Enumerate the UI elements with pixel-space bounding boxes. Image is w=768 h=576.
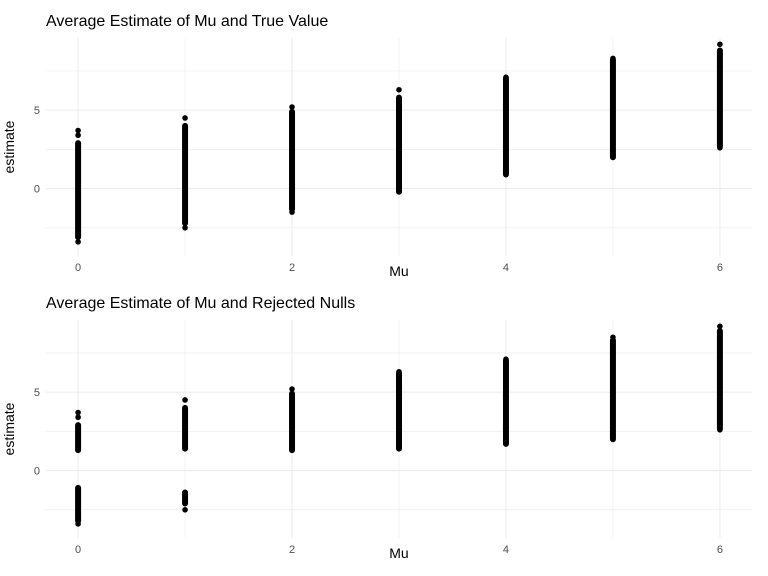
point-cluster — [396, 94, 402, 195]
scatter-chart-top: 0 2 4 6 0 5 Mu estimate — [1, 38, 752, 279]
point-cluster — [289, 390, 296, 454]
point-cluster — [182, 489, 189, 507]
data-point — [717, 426, 723, 433]
chart-title-top: Average Estimate of Mu and True Value — [46, 13, 329, 30]
data-points — [75, 41, 723, 245]
point-cluster — [289, 108, 296, 212]
point-cluster — [609, 337, 616, 443]
x-tick-label: 4 — [503, 544, 509, 556]
point-cluster — [75, 484, 82, 524]
point-cluster — [502, 357, 509, 447]
data-point — [75, 239, 81, 245]
chart-panel-bottom: Average Estimate of Mu and Rejected Null… — [0, 288, 768, 576]
data-point — [75, 521, 81, 527]
data-point — [289, 104, 295, 110]
x-tick-label: 0 — [75, 544, 81, 556]
data-point — [503, 356, 509, 363]
point-cluster — [716, 47, 723, 150]
data-point — [396, 368, 402, 375]
data-point — [717, 144, 723, 151]
point-cluster — [716, 327, 723, 432]
data-point — [396, 86, 402, 93]
x-tick-label: 6 — [717, 544, 723, 556]
data-point — [289, 209, 295, 215]
data-point — [717, 41, 723, 48]
chart-title-bottom: Average Estimate of Mu and Rejected Null… — [46, 295, 356, 312]
data-point — [610, 55, 616, 62]
data-point — [717, 323, 723, 330]
data-point — [503, 74, 509, 81]
data-point — [182, 506, 188, 513]
y-axis-title: estimate — [1, 120, 17, 173]
y-tick-label: 5 — [34, 105, 40, 117]
y-tick-label: 0 — [34, 466, 40, 478]
y-tick-label: 5 — [34, 387, 40, 399]
point-cluster — [182, 122, 189, 227]
data-point — [75, 409, 81, 416]
x-tick-label: 0 — [75, 262, 81, 274]
chart-panel-top: Average Estimate of Mu and True Value 0 2… — [1, 13, 752, 279]
point-cluster — [609, 56, 616, 161]
data-point — [75, 127, 81, 134]
x-tick-label: 4 — [503, 262, 509, 274]
data-point — [182, 224, 188, 231]
data-points — [75, 323, 723, 527]
y-tick-label: 0 — [34, 184, 40, 196]
point-cluster — [502, 75, 509, 178]
data-point — [75, 414, 81, 421]
data-point — [182, 115, 188, 121]
x-axis-title: Mu — [389, 263, 408, 279]
x-tick-label: 2 — [289, 262, 295, 274]
scatter-chart-bottom: 0 2 4 6 0 5 Mu estimate — [1, 320, 752, 561]
y-axis-title: estimate — [1, 402, 17, 455]
data-point — [289, 386, 295, 392]
point-cluster — [182, 404, 189, 452]
x-axis-title: Mu — [389, 545, 408, 561]
point-cluster — [75, 140, 82, 241]
point-cluster — [396, 370, 402, 452]
x-tick-label: 6 — [717, 262, 723, 274]
point-cluster — [75, 422, 82, 454]
data-point — [182, 397, 188, 403]
x-tick-label: 2 — [289, 544, 295, 556]
data-point — [610, 334, 616, 341]
data-point — [75, 132, 81, 139]
